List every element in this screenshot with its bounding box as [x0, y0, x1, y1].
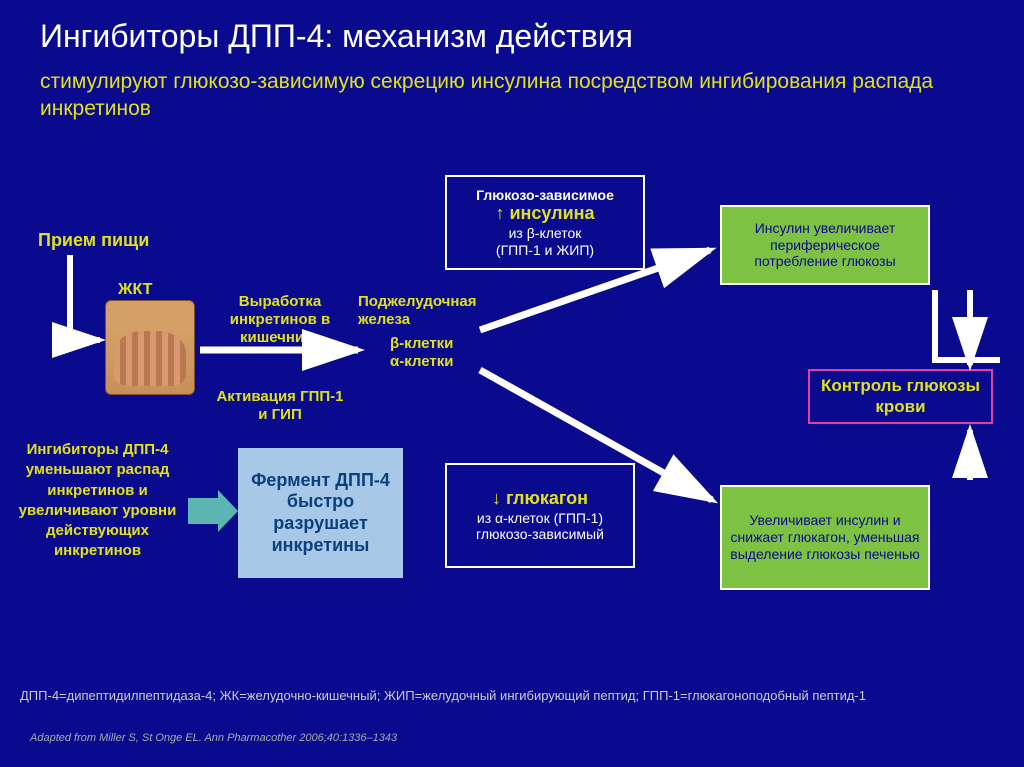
insulin-peripheral-box: Инсулин увеличивает периферическое потре… — [720, 205, 930, 285]
activation-label: Активация ГПП-1 и ГИП — [215, 388, 345, 424]
incretin-production-label: Выработка инкретинов в кишечнике — [215, 293, 345, 347]
box-text: ↓ глюкагон — [492, 488, 588, 510]
box-text: ↑ инсулина — [495, 203, 594, 225]
box-text: из β-клеток — [509, 225, 582, 242]
gi-tract-image — [105, 300, 195, 395]
citation-text: Adapted from Miller S, St Onge EL. Ann P… — [30, 732, 397, 744]
glucagon-decrease-box: ↓ глюкагон из α-клеток (ГПП-1) глюкозо-з… — [445, 463, 635, 568]
box-text: Глюкозо-зависимое — [476, 187, 614, 204]
pancreas-label: Поджелудочная железа — [358, 293, 503, 329]
meal-label: Прием пищи — [38, 230, 149, 251]
slide-subtitle: стимулируют глюкозо-зависимую секрецию и… — [40, 68, 984, 123]
dpp4-inhibitors-text: Ингибиторы ДПП-4 уменьшают распад инкрет… — [10, 440, 185, 562]
insulin-increase-box: Глюкозо-зависимое ↑ инсулина из β-клеток… — [445, 175, 645, 270]
slide-title: Ингибиторы ДПП-4: механизм действия — [40, 18, 633, 55]
liver-glucose-box: Увеличивает инсулин и снижает глюкагон, … — [720, 485, 930, 590]
footnote-text: ДПП-4=дипептидилпептидаза-4; ЖК=желудочн… — [20, 688, 1004, 705]
gi-label: ЖКТ — [118, 281, 152, 299]
box-text: (ГПП-1 и ЖИП) — [496, 242, 594, 259]
alpha-cells-label: α-клетки — [390, 353, 453, 371]
dpp4-enzyme-box: Фермент ДПП-4 быстро разрушает инкретины — [238, 448, 403, 578]
beta-cells-label: β-клетки — [390, 335, 453, 353]
glucose-control-box: Контроль глюкозы крови — [808, 369, 993, 424]
box-text: из α-клеток (ГПП-1) глюкозо-зависимый — [453, 510, 627, 544]
